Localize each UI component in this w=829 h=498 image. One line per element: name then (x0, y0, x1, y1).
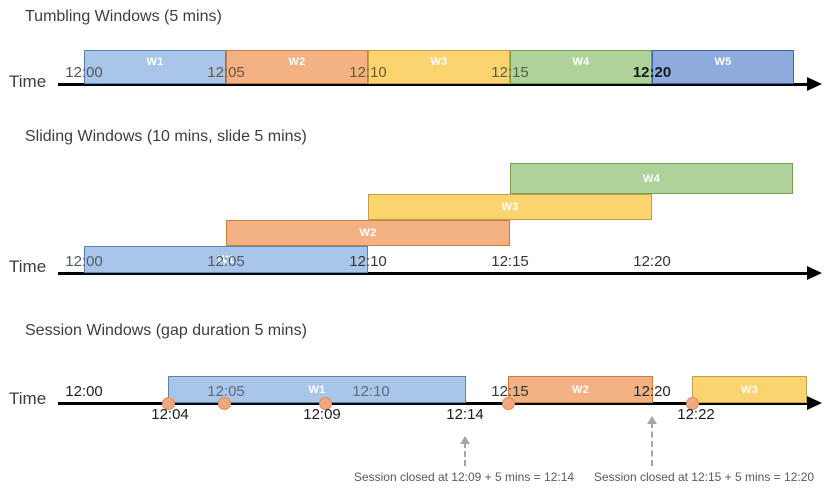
event-dot (217, 396, 231, 410)
axis-tick-label: 12:00 (65, 383, 103, 400)
event-time-label: 12:09 (303, 406, 341, 423)
window-box-w1: W1 (84, 50, 226, 84)
axis-tick-label: 12:10 (349, 64, 387, 81)
time-axis (58, 402, 808, 405)
window-label: W2 (288, 56, 306, 68)
axis-tick-label: 12:00 (65, 64, 103, 81)
window-box-w3: W3 (368, 50, 510, 84)
window-label: W1 (217, 253, 235, 266)
window-label: W5 (714, 56, 732, 68)
window-label: W3 (740, 383, 759, 396)
window-label: W2 (571, 383, 590, 396)
window-box-w2: W2 (508, 376, 653, 403)
window-box-w5: W5 (652, 50, 794, 84)
time-axis (58, 272, 808, 275)
time-axis (58, 83, 808, 86)
axis-tick-label: 12:05 (207, 64, 245, 81)
axis-tick-label: 12:00 (65, 253, 103, 270)
axis-tick-label: 12:15 (491, 64, 529, 81)
time-axis-label: Time (9, 72, 47, 91)
window-box-w4: W4 (510, 50, 652, 84)
axis-tick-label: 12:20 (632, 64, 672, 81)
section-title-2: Sliding Windows (10 mins, slide 5 mins) (25, 128, 307, 145)
window-box-w3: W3 (692, 376, 807, 403)
axis-arrowhead (807, 266, 822, 280)
axis-tick-label: 12:10 (352, 383, 390, 400)
axis-tick-label: 12:05 (207, 253, 245, 270)
window-box-w2: W2 (226, 50, 368, 84)
axis-arrowhead (807, 77, 822, 91)
axis-arrowhead (807, 396, 822, 410)
event-dot (161, 396, 175, 410)
annotation-arrow (464, 442, 466, 466)
window-label: W4 (642, 172, 661, 185)
event-time-label: 12:14 (446, 406, 484, 423)
event-dot (318, 396, 332, 410)
window-label: W4 (572, 56, 590, 68)
event-time-label: 12:22 (677, 406, 715, 423)
window-box-w1: W1 (84, 246, 368, 273)
axis-tick-label: 12:15 (491, 383, 529, 400)
axis-tick-label: 12:20 (633, 383, 671, 400)
annotation-arrow (651, 422, 653, 466)
window-label: W2 (359, 227, 377, 239)
window-label: W1 (146, 56, 164, 68)
event-dot (685, 396, 699, 410)
window-box-w2: W2 (226, 220, 510, 246)
window-label: W3 (430, 56, 448, 68)
time-axis-label: Time (9, 257, 47, 276)
window-box-w1: W1 (168, 376, 466, 403)
event-dot (501, 396, 515, 410)
axis-tick-label: 12:05 (207, 383, 245, 400)
axis-tick-label: 12:20 (633, 253, 671, 270)
axis-tick-label: 12:10 (349, 253, 387, 270)
section-title-3: Session Windows (gap duration 5 mins) (25, 322, 307, 339)
annotation-text: Session closed at 12:15 + 5 mins = 12:20 (593, 470, 815, 484)
section-title-1: Tumbling Windows (5 mins) (25, 8, 222, 25)
annotation-text: Session closed at 12:09 + 5 mins = 12:14 (353, 470, 575, 484)
window-label: W3 (501, 201, 519, 213)
window-label: W1 (308, 383, 326, 396)
window-box-w3: W3 (368, 194, 652, 220)
window-box-w4: W4 (510, 163, 793, 194)
event-time-label: 12:04 (151, 406, 189, 423)
annotation-arrowhead-icon (647, 416, 657, 424)
axis-tick-label: 12:15 (491, 253, 529, 270)
annotation-arrowhead-icon (460, 436, 470, 444)
time-axis-label: Time (9, 389, 47, 408)
